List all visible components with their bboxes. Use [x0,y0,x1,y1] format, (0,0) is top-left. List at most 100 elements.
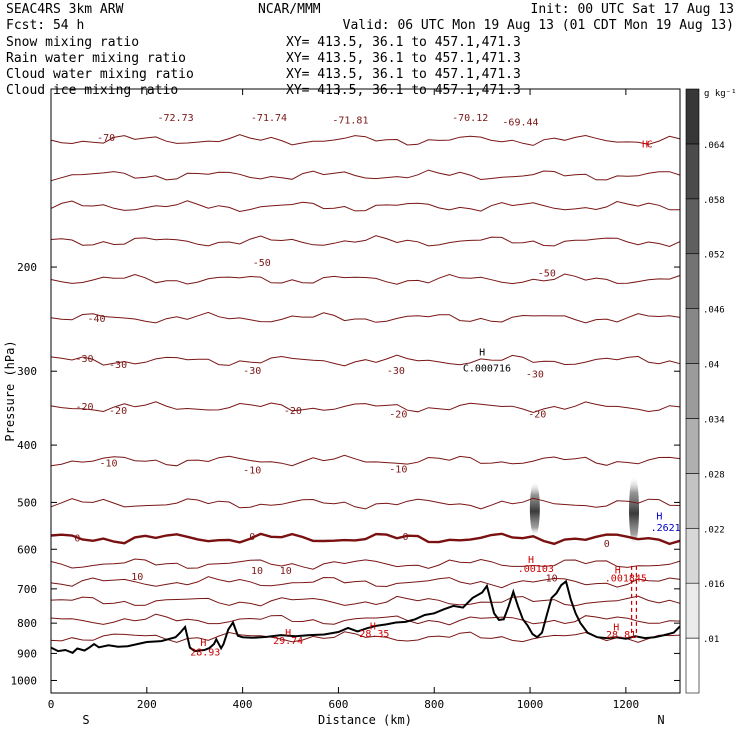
snow-column-1 [629,475,640,545]
isotherm-line-15 [50,631,681,643]
colorbar-box-2 [685,527,700,584]
x-tick-label-4: 800 [424,698,444,711]
field-name-cloud-ice: Cloud ice mixing ratio [6,83,178,98]
isotherm-line-13 [50,595,681,607]
extremum-annotation-11: 28.93 [190,648,220,659]
isotherm-label-10-0: 0 [74,533,80,544]
isotherm-label-0-0: -70 [97,133,115,144]
y-tick-label-3: 500 [17,496,37,509]
isotherm-label-0-5: -69.44 [502,118,538,129]
y-tick-label-2: 400 [17,439,37,452]
isotherm-label-10-3: 0 [604,539,610,550]
isotherm-line-1 [50,169,681,182]
snow-column-0 [529,480,540,537]
isotherm-label-10-1: 0 [249,532,255,543]
isotherm-line-10 [50,532,681,546]
extremum-annotation-13: 29.74 [273,636,303,647]
colorbar-box-7 [685,253,700,309]
isotherm-line-3 [50,235,681,248]
isotherm-label-7-4: -20 [528,409,546,420]
y-tick-label-7: 900 [17,647,37,660]
field-name-rain: Rain water mixing ratio [6,51,186,66]
field-list: Snow mixing ratio XY= 413.5, 36.1 to 457… [6,35,521,98]
north-end-label: N [657,713,664,727]
isotherm-line-4 [50,273,681,285]
isotherm-line-0 [50,134,681,146]
colorbar-tick-label-1: .016 [703,580,725,590]
colorbar-box-8 [685,198,700,255]
model-title: SEAC4RS 3km ARW [6,2,124,17]
y-tick-label-6: 800 [17,617,37,630]
isotherm-label-0-3: -71.81 [332,115,368,126]
colorbar-tick-label-3: .028 [703,470,725,480]
isotherm-line-14 [50,613,681,626]
field-name-cloud-water: Cloud water mixing ratio [6,67,194,82]
y-tick-label-8: 1000 [11,674,38,687]
isotherm-layer [50,134,681,643]
organization: NCAR/MMM [258,2,321,17]
x-axis-label: Distance (km) [318,713,412,727]
colorbar-box-6 [685,308,700,364]
x-tick-label-5: 1000 [517,698,544,711]
colorbar-box-9 [685,143,700,200]
colorbar-box-10 [685,88,700,145]
rain-layer [631,565,638,638]
isotherm-label-7-1: -20 [109,406,127,417]
x-tick-label-6: 1200 [613,698,640,711]
snow-shading-layer [529,475,640,545]
field-xy-rain: XY= 413.5, 36.1 to 457.1,471.3 [286,51,521,66]
x-axis: 0 200 400 600 800 1000 1200 [48,89,639,711]
forecast-hour: Fcst: 54 h [6,18,84,33]
isotherm-label-12-3: 10 [546,574,558,585]
isotherm-label-5-0: -40 [87,314,105,325]
colorbar-box-4 [685,418,700,474]
isotherm-label-8-1: -10 [243,466,261,477]
colorbar-tick-label-4: .034 [703,415,725,425]
terrain-layer [50,579,681,654]
colorbar-box-3 [685,473,700,529]
colorbar-tick-label-7: .052 [703,251,725,261]
colorbar-tick-label-6: .046 [703,306,725,316]
isotherm-label-12-0: 10 [131,572,143,583]
extremum-annotation-17: 28.81 [606,630,636,641]
field-name-snow: Snow mixing ratio [6,35,139,50]
isotherm-label-0-1: -72.73 [157,113,193,124]
isotherm-line-11 [50,558,681,570]
isotherm-label-12-2: 10 [280,566,292,577]
colorbar-tick-label-2: .022 [703,525,725,535]
field-xy-cloud-water: XY= 413.5, 36.1 to 457.1,471.3 [286,67,521,82]
isotherm-label-6-4: -30 [526,370,544,381]
x-tick-label-2: 400 [233,698,253,711]
isotherm-label-7-0: -20 [76,402,94,413]
extremum-annotation-3: C [647,139,653,150]
extremum-annotation-16: H [613,622,619,633]
isotherm-label-7-2: -20 [284,406,302,417]
extremum-annotation-15: 28.35 [359,629,389,640]
contour-label-layer: -70 -72.73 -71.74 -71.81 -70.12 -69.44 -50 -50 -… [74,113,609,585]
field-xy-cloud-ice: XY= 413.5, 36.1 to 457.1,471.3 [286,83,521,98]
field-xy-snow: XY= 413.5, 36.1 to 457.1,471.3 [286,35,521,50]
isotherm-label-3-0: -50 [253,258,271,269]
colorbar-tick-label-0: .01 [703,635,719,645]
colorbar-tick-label-8: .058 [703,196,725,206]
colorbar-box-5 [685,363,700,419]
extremum-annotation-4: H [528,555,534,566]
terrain-profile-line [50,579,681,654]
plot-frame [50,88,681,694]
isotherm-label-8-2: -10 [389,465,407,476]
y-tick-label-0: 200 [17,261,37,274]
colorbar-box-1 [685,582,700,639]
extremum-annotation-9: .2621 [651,523,681,534]
isotherm-label-3-1: -50 [538,268,556,279]
extremum-annotation-1: C.000716 [463,364,511,375]
colorbar-tick-label-9: .064 [703,141,725,151]
extremum-annotation-2: H [642,139,648,150]
init-time: Init: 00 UTC Sat 17 Aug 13 [531,2,735,17]
isotherm-line-12 [50,576,681,589]
colorbar-tick-label-5: .04 [703,361,719,371]
isotherm-label-7-3: -20 [389,409,407,420]
extremum-annotation-12: H [285,628,291,639]
